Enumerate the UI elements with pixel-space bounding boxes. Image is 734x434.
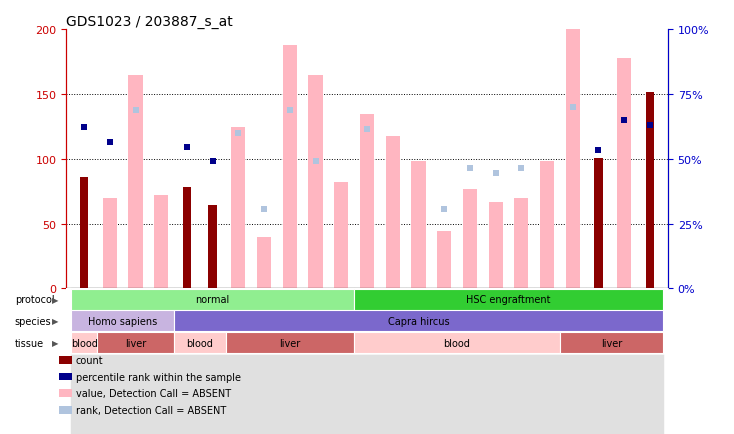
Bar [354, 332, 560, 353]
Bar [283, 46, 297, 289]
Bar [231, 127, 245, 289]
Bar [457, 289, 483, 434]
Bar [174, 332, 225, 353]
Bar [560, 289, 586, 434]
Bar [328, 289, 354, 434]
Text: Capra hircus: Capra hircus [388, 316, 449, 326]
Bar [251, 289, 277, 434]
Bar [483, 289, 509, 434]
Bar [80, 178, 88, 289]
Text: ▶: ▶ [52, 295, 58, 304]
Bar [183, 188, 191, 289]
Text: liver: liver [125, 338, 146, 348]
Bar [148, 289, 174, 434]
Text: HSC engraftment: HSC engraftment [466, 295, 550, 304]
Bar [103, 198, 117, 289]
Bar [225, 332, 354, 353]
Text: liver: liver [600, 338, 622, 348]
Bar [174, 289, 200, 434]
Text: ▶: ▶ [52, 339, 58, 347]
Text: protocol: protocol [15, 295, 54, 304]
Bar [225, 289, 251, 434]
Text: ▶: ▶ [52, 317, 58, 326]
Text: rank, Detection Call = ABSENT: rank, Detection Call = ABSENT [76, 405, 226, 414]
Bar [463, 189, 477, 289]
Text: Homo sapiens: Homo sapiens [88, 316, 157, 326]
Bar [646, 92, 654, 289]
Bar [257, 237, 271, 289]
Text: value, Detection Call = ABSENT: value, Detection Call = ABSENT [76, 388, 230, 398]
Bar [71, 289, 354, 310]
Text: liver: liver [279, 338, 300, 348]
Bar [154, 196, 168, 289]
Bar [360, 114, 374, 289]
Bar [354, 289, 380, 434]
Text: tissue: tissue [15, 338, 44, 348]
Bar [637, 289, 663, 434]
Bar [71, 311, 174, 332]
Bar [509, 289, 534, 434]
Bar [432, 289, 457, 434]
Bar [302, 289, 328, 434]
Bar [334, 183, 349, 289]
Bar [71, 332, 97, 353]
Text: normal: normal [195, 295, 230, 304]
Bar [71, 289, 97, 434]
Text: GDS1023 / 203887_s_at: GDS1023 / 203887_s_at [66, 15, 233, 30]
Bar [437, 232, 451, 289]
Bar [617, 59, 631, 289]
Bar [411, 162, 426, 289]
Text: count: count [76, 355, 103, 365]
Bar [540, 162, 554, 289]
Bar [174, 311, 663, 332]
Bar [277, 289, 302, 434]
Bar [380, 289, 406, 434]
Bar [385, 136, 400, 289]
Bar [489, 202, 503, 289]
Bar [560, 332, 663, 353]
Text: species: species [15, 316, 51, 326]
Bar [515, 198, 528, 289]
Bar [128, 76, 142, 289]
Bar [200, 289, 225, 434]
Bar [611, 289, 637, 434]
Bar [308, 76, 323, 289]
Bar [354, 289, 663, 310]
Bar [534, 289, 560, 434]
Text: blood: blood [443, 338, 470, 348]
Bar [97, 289, 123, 434]
Bar [595, 158, 603, 289]
Bar [586, 289, 611, 434]
Bar [97, 332, 174, 353]
Bar [566, 30, 580, 289]
Bar [406, 289, 432, 434]
Text: percentile rank within the sample: percentile rank within the sample [76, 372, 241, 381]
Bar [208, 206, 217, 289]
Text: blood: blood [70, 338, 98, 348]
Text: blood: blood [186, 338, 214, 348]
Bar [123, 289, 148, 434]
